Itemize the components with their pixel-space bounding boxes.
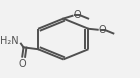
Text: H₂N: H₂N <box>0 36 19 46</box>
Text: O: O <box>98 25 106 35</box>
Text: O: O <box>18 59 26 69</box>
Text: O: O <box>73 10 81 20</box>
